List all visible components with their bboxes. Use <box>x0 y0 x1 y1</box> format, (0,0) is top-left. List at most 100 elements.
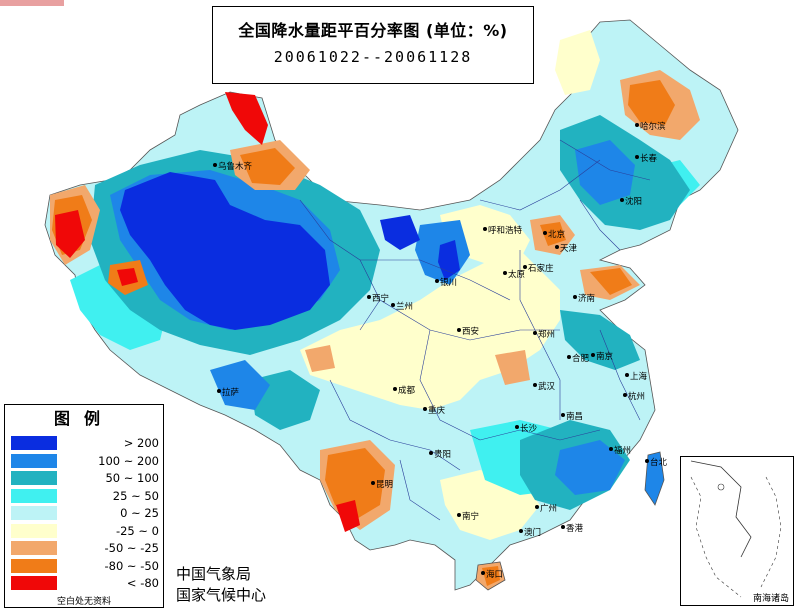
legend-row: 25 ~ 50 <box>11 488 161 504</box>
map-title-box: 全国降水量距平百分率图 (单位：%) 20061022--20061128 <box>212 6 534 84</box>
region-orange-north <box>540 222 566 246</box>
city-dot <box>515 425 519 429</box>
city-dot <box>561 525 565 529</box>
city-dot <box>481 571 485 575</box>
city-label: 西宁 <box>372 294 390 304</box>
city-label: 郑州 <box>538 330 556 340</box>
city-label: 呼和浩特 <box>488 226 523 236</box>
city-dot <box>483 227 487 231</box>
legend-label: 100 ~ 200 <box>98 453 159 468</box>
city-dot <box>635 123 639 127</box>
city-dot <box>623 393 627 397</box>
city-dot <box>635 155 639 159</box>
legend-row: -80 ~ -50 <box>11 558 161 574</box>
city-dot <box>457 513 461 517</box>
legend-label: > 200 <box>123 436 159 450</box>
city-label: 上海 <box>630 372 648 382</box>
city-dot <box>519 529 523 533</box>
legend-swatch <box>11 541 57 555</box>
city-label: 长沙 <box>520 424 538 434</box>
province-boundaries <box>299 139 651 521</box>
region-blue-sw <box>210 360 270 410</box>
city-label: 澳门 <box>524 528 542 538</box>
region-red-west <box>55 210 85 258</box>
city-label: 武汉 <box>538 382 556 392</box>
credit-ncc: 国家气候中心 <box>176 586 267 604</box>
city-label: 天津 <box>560 244 578 254</box>
corner-mark <box>0 0 64 6</box>
city-label: 石家庄 <box>528 264 554 274</box>
city-dot <box>533 383 537 387</box>
region-darkblue-west <box>120 172 330 330</box>
city-label: 南昌 <box>566 412 584 422</box>
city-dot <box>435 279 439 283</box>
legend-label: -25 ~ 0 <box>115 523 159 538</box>
region-blue-taiwan <box>645 452 664 505</box>
city-dot <box>573 295 577 299</box>
inset-label: 南海诸岛 <box>752 594 789 604</box>
legend-swatch <box>11 523 57 538</box>
city-label: 贵阳 <box>434 450 452 460</box>
legend-footnote: 空白处无资料 <box>56 597 111 607</box>
city-label: 重庆 <box>428 406 446 416</box>
region-lorange-sx <box>305 345 335 372</box>
hainan-island <box>475 561 506 591</box>
city-label: 合肥 <box>572 354 590 364</box>
legend-label: 25 ~ 50 <box>112 488 159 503</box>
city-dot <box>620 198 624 202</box>
region-blue-se <box>555 440 625 495</box>
region-lorange-center <box>495 350 530 385</box>
city-label: 昆明 <box>376 480 394 490</box>
city-label: 西安 <box>462 327 480 337</box>
region-teal-east <box>560 310 640 370</box>
region-yellow-ne <box>555 30 600 95</box>
city-label: 南京 <box>596 352 614 362</box>
region-orange-hainan <box>482 566 500 586</box>
south-china-sea-inset: 南海诸岛 <box>680 456 794 606</box>
city-dot <box>217 389 221 393</box>
city-dot <box>533 331 537 335</box>
city-label: 成都 <box>398 386 416 396</box>
city-dot <box>555 245 559 249</box>
city-dot <box>367 295 371 299</box>
legend-row: 50 ~ 100 <box>11 470 161 486</box>
city-label: 沈阳 <box>625 197 643 207</box>
legend-swatch <box>11 436 57 450</box>
city-dot <box>567 355 571 359</box>
region-red-yn <box>336 500 360 532</box>
legend-swatch <box>11 506 57 520</box>
city-label: 长春 <box>640 154 658 164</box>
legend-label: 0 ~ 25 <box>120 506 159 520</box>
region-red-wsmall <box>117 268 138 286</box>
city-label: 济南 <box>578 294 596 304</box>
city-dot <box>625 373 629 377</box>
city-label: 拉萨 <box>222 388 240 398</box>
city-dot <box>393 387 397 391</box>
legend-row: > 200 <box>11 435 161 451</box>
city-dot <box>391 303 395 307</box>
city-label: 台北 <box>650 458 668 468</box>
city-dot <box>543 231 547 235</box>
credit-cma: 中国气象局 <box>176 565 252 583</box>
legend-label: -80 ~ -50 <box>104 558 159 573</box>
region-darkblue-ningxia <box>438 240 460 280</box>
legend-swatch <box>11 471 57 485</box>
region-red-xj-north <box>225 92 268 145</box>
city-dot <box>213 163 217 167</box>
city-dot <box>535 505 539 509</box>
legend-swatch <box>11 488 57 503</box>
taiwan-island <box>644 451 665 506</box>
city-dot <box>503 271 507 275</box>
city-label: 北京 <box>548 230 566 240</box>
city-label: 南宁 <box>462 512 480 522</box>
city-label: 广州 <box>540 504 558 514</box>
legend-row: -25 ~ 0 <box>11 523 161 539</box>
city-dot <box>371 481 375 485</box>
legend-swatch <box>11 576 57 590</box>
map-date-range: 20061022--20061128 <box>273 48 473 66</box>
map-title: 全国降水量距平百分率图 (单位：%) <box>238 21 508 40</box>
city-label: 乌鲁木齐 <box>218 162 253 172</box>
city-label: 银川 <box>440 278 458 288</box>
city-dot <box>523 265 527 269</box>
legend-swatch <box>11 453 57 468</box>
